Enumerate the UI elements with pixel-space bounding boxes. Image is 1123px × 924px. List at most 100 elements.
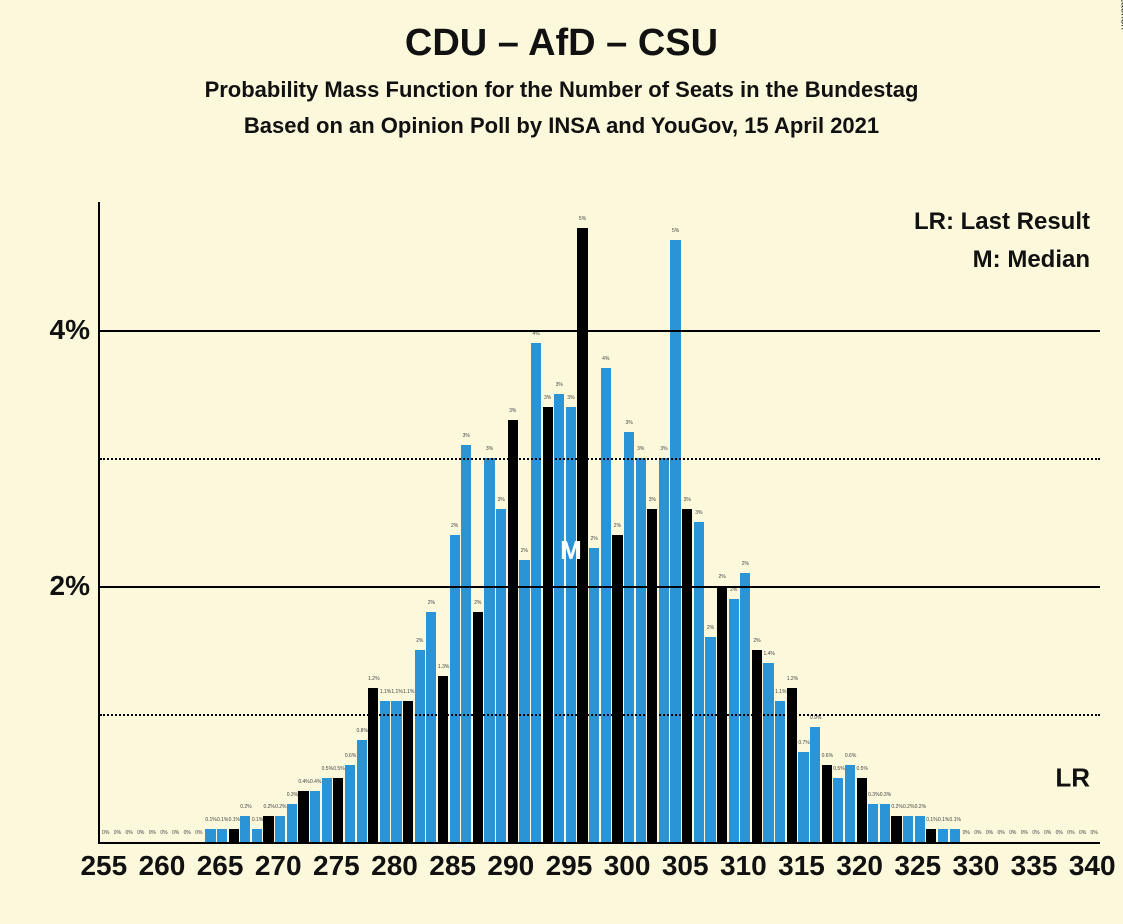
bar-value-label: 5% — [670, 228, 680, 234]
bar: 1.1% — [391, 202, 401, 842]
bar-primary — [810, 727, 820, 842]
bar: 3% — [694, 202, 704, 842]
bar-primary — [694, 522, 704, 842]
bar: 0% — [984, 202, 994, 842]
bar-primary — [938, 829, 948, 842]
bar: 3% — [566, 202, 576, 842]
bar-primary — [636, 458, 646, 842]
bar-value-label: 3% — [659, 446, 669, 452]
x-tick-label: 330 — [953, 850, 1000, 882]
bar-alt — [333, 778, 343, 842]
bar-alt — [891, 816, 901, 842]
bar-value-label: 2% — [519, 548, 529, 554]
bar-value-label: 0% — [996, 830, 1006, 836]
plot-area: LR: Last Result M: Median 0%0%0%0%0%0%0%… — [98, 202, 1100, 844]
bar-value-label: 1.1% — [403, 689, 413, 695]
bar-value-label: 0% — [1019, 830, 1029, 836]
bar-value-label: 0% — [136, 830, 146, 836]
bar: 1.1% — [775, 202, 785, 842]
bar: 2% — [717, 202, 727, 842]
bar-alt — [822, 765, 832, 842]
bar: 2% — [589, 202, 599, 842]
bar-value-label: 3% — [636, 446, 646, 452]
bar-value-label: 2% — [717, 574, 727, 580]
bar: 0.3% — [287, 202, 297, 842]
bar: 4% — [601, 202, 611, 842]
x-tick-label: 255 — [80, 850, 127, 882]
bar: 0.5% — [833, 202, 843, 842]
bar: 2% — [752, 202, 762, 842]
bar-alt — [473, 612, 483, 842]
copyright-text: © 2021 Filip van Laenen — [1119, 0, 1123, 30]
bar: 1.3% — [438, 202, 448, 842]
bar-value-label: 1.1% — [380, 689, 390, 695]
bar-alt — [438, 676, 448, 842]
x-tick-label: 275 — [313, 850, 360, 882]
bar: 0% — [1066, 202, 1076, 842]
bar: 0% — [112, 202, 122, 842]
bar: 0.1% — [926, 202, 936, 842]
grid-line-minor — [100, 714, 1100, 716]
chart-title: CDU – AfD – CSU — [0, 22, 1123, 65]
x-tick-label: 335 — [1011, 850, 1058, 882]
bar-value-label: 0% — [170, 830, 180, 836]
x-tick-label: 300 — [604, 850, 651, 882]
bar-value-label: 0.1% — [926, 817, 936, 823]
bar-value-label: 1.1% — [775, 689, 785, 695]
bar-primary — [763, 663, 773, 842]
bar-primary — [845, 765, 855, 842]
bar: 1.2% — [368, 202, 378, 842]
x-tick-label: 280 — [371, 850, 418, 882]
bar: 0% — [170, 202, 180, 842]
bar-primary — [496, 509, 506, 842]
bar: 0% — [1089, 202, 1099, 842]
bar-value-label: 1.4% — [763, 651, 773, 657]
bar-value-label: 1.1% — [391, 689, 401, 695]
bar: 3% — [496, 202, 506, 842]
bar: 2% — [415, 202, 425, 842]
bar: 3% — [659, 202, 669, 842]
bar: 2% — [450, 202, 460, 842]
bar-value-label: 2% — [426, 600, 436, 606]
x-tick-label: 295 — [546, 850, 593, 882]
bar: 1.2% — [787, 202, 797, 842]
bar-value-label: 2% — [473, 600, 483, 606]
bar-value-label: 3% — [694, 510, 704, 516]
bar-primary — [450, 535, 460, 842]
bar: 0% — [101, 202, 111, 842]
bar-value-label: 0.6% — [345, 753, 355, 759]
bar: 0% — [1043, 202, 1053, 842]
bar-value-label: 0.6% — [845, 753, 855, 759]
bar: 0.1% — [229, 202, 239, 842]
bar-value-label: 3% — [543, 395, 553, 401]
bar-primary — [705, 637, 715, 842]
bar: 0% — [194, 202, 204, 842]
bar-value-label: 0% — [961, 830, 971, 836]
x-tick-label: 305 — [662, 850, 709, 882]
bar-value-label: 3% — [496, 497, 506, 503]
bar-value-label: 5% — [577, 216, 587, 222]
bar: 3% — [624, 202, 634, 842]
bar: 3% — [682, 202, 692, 842]
bar-value-label: 0.8% — [357, 728, 367, 734]
bar-value-label: 2% — [752, 638, 762, 644]
bar-primary — [240, 816, 250, 842]
bar: 0% — [182, 202, 192, 842]
bar-value-label: 0.5% — [857, 766, 867, 772]
bar: 3% — [647, 202, 657, 842]
bar-primary — [880, 804, 890, 842]
bar: 0% — [973, 202, 983, 842]
bar-primary — [345, 765, 355, 842]
bar: 0.2% — [240, 202, 250, 842]
x-tick-label: 310 — [720, 850, 767, 882]
bar: 0.7% — [798, 202, 808, 842]
bar-value-label: 0.2% — [903, 804, 913, 810]
bar-primary — [275, 816, 285, 842]
bar-value-label: 0% — [147, 830, 157, 836]
x-tick-label: 340 — [1069, 850, 1116, 882]
bar-primary — [217, 829, 227, 842]
bar-value-label: 3% — [566, 395, 576, 401]
x-tick-label: 320 — [836, 850, 883, 882]
bar-primary — [775, 701, 785, 842]
bar-value-label: 0.5% — [322, 766, 332, 772]
